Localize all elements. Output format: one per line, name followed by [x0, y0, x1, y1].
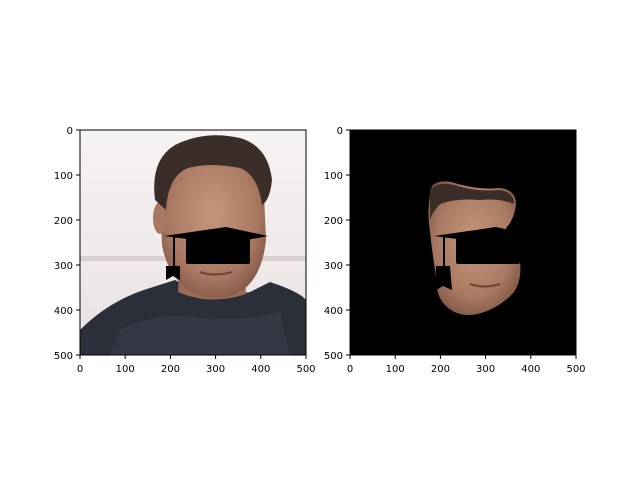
x-axis-masked: 0 100 200 300 400 500 — [347, 355, 586, 375]
y-tick-label: 200 — [54, 216, 73, 227]
masked-cap-band — [456, 238, 520, 264]
masked-cap-tassel — [436, 266, 452, 290]
panel-masked: 0 100 200 300 400 500 0 100 200 300 400 500 — [324, 126, 586, 375]
y-tick-label: 0 — [67, 126, 73, 137]
masked-mouth — [469, 283, 501, 288]
x-tick-label: 300 — [206, 364, 225, 375]
x-tick-label: 200 — [431, 364, 450, 375]
y-tick-label: 400 — [54, 306, 73, 317]
graduation-cap-icon — [164, 227, 268, 280]
y-tick-label: 400 — [324, 306, 343, 317]
x-tick-label: 300 — [476, 364, 495, 375]
y-axis-masked: 0 100 200 300 400 500 — [324, 126, 350, 362]
y-axis-original: 0 100 200 300 400 500 — [54, 126, 80, 362]
y-tick-label: 300 — [54, 261, 73, 272]
original-photo — [80, 130, 306, 355]
x-tick-label: 0 — [77, 364, 83, 375]
sweater-shading — [110, 312, 290, 355]
x-tick-label: 500 — [296, 364, 315, 375]
ear — [153, 202, 167, 234]
y-tick-label: 100 — [54, 171, 73, 182]
y-tick-label: 200 — [324, 216, 343, 227]
panel-original: 0 100 200 300 400 500 0 100 200 300 400 500 — [54, 126, 316, 375]
axes-frame-original — [79, 129, 307, 356]
masked-photo — [350, 130, 576, 355]
cap-band — [186, 238, 250, 264]
masked-hair — [430, 183, 514, 220]
x-tick-label: 0 — [347, 364, 353, 375]
y-tick-label: 0 — [337, 126, 343, 137]
axes-frame-masked — [349, 129, 577, 356]
y-tick-label: 500 — [324, 351, 343, 362]
x-tick-label: 100 — [386, 364, 405, 375]
y-tick-label: 300 — [324, 261, 343, 272]
x-tick-label: 100 — [116, 364, 135, 375]
x-tick-label: 400 — [251, 364, 270, 375]
x-axis-original: 0 100 200 300 400 500 — [77, 355, 316, 375]
x-tick-label: 200 — [161, 364, 180, 375]
y-tick-label: 100 — [324, 171, 343, 182]
y-tick-label: 500 — [54, 351, 73, 362]
mouth — [199, 271, 233, 276]
hair — [154, 135, 272, 210]
x-tick-label: 500 — [566, 364, 585, 375]
cap-tassel — [166, 266, 180, 280]
x-tick-label: 400 — [521, 364, 540, 375]
masked-graduation-cap-icon — [434, 227, 538, 290]
